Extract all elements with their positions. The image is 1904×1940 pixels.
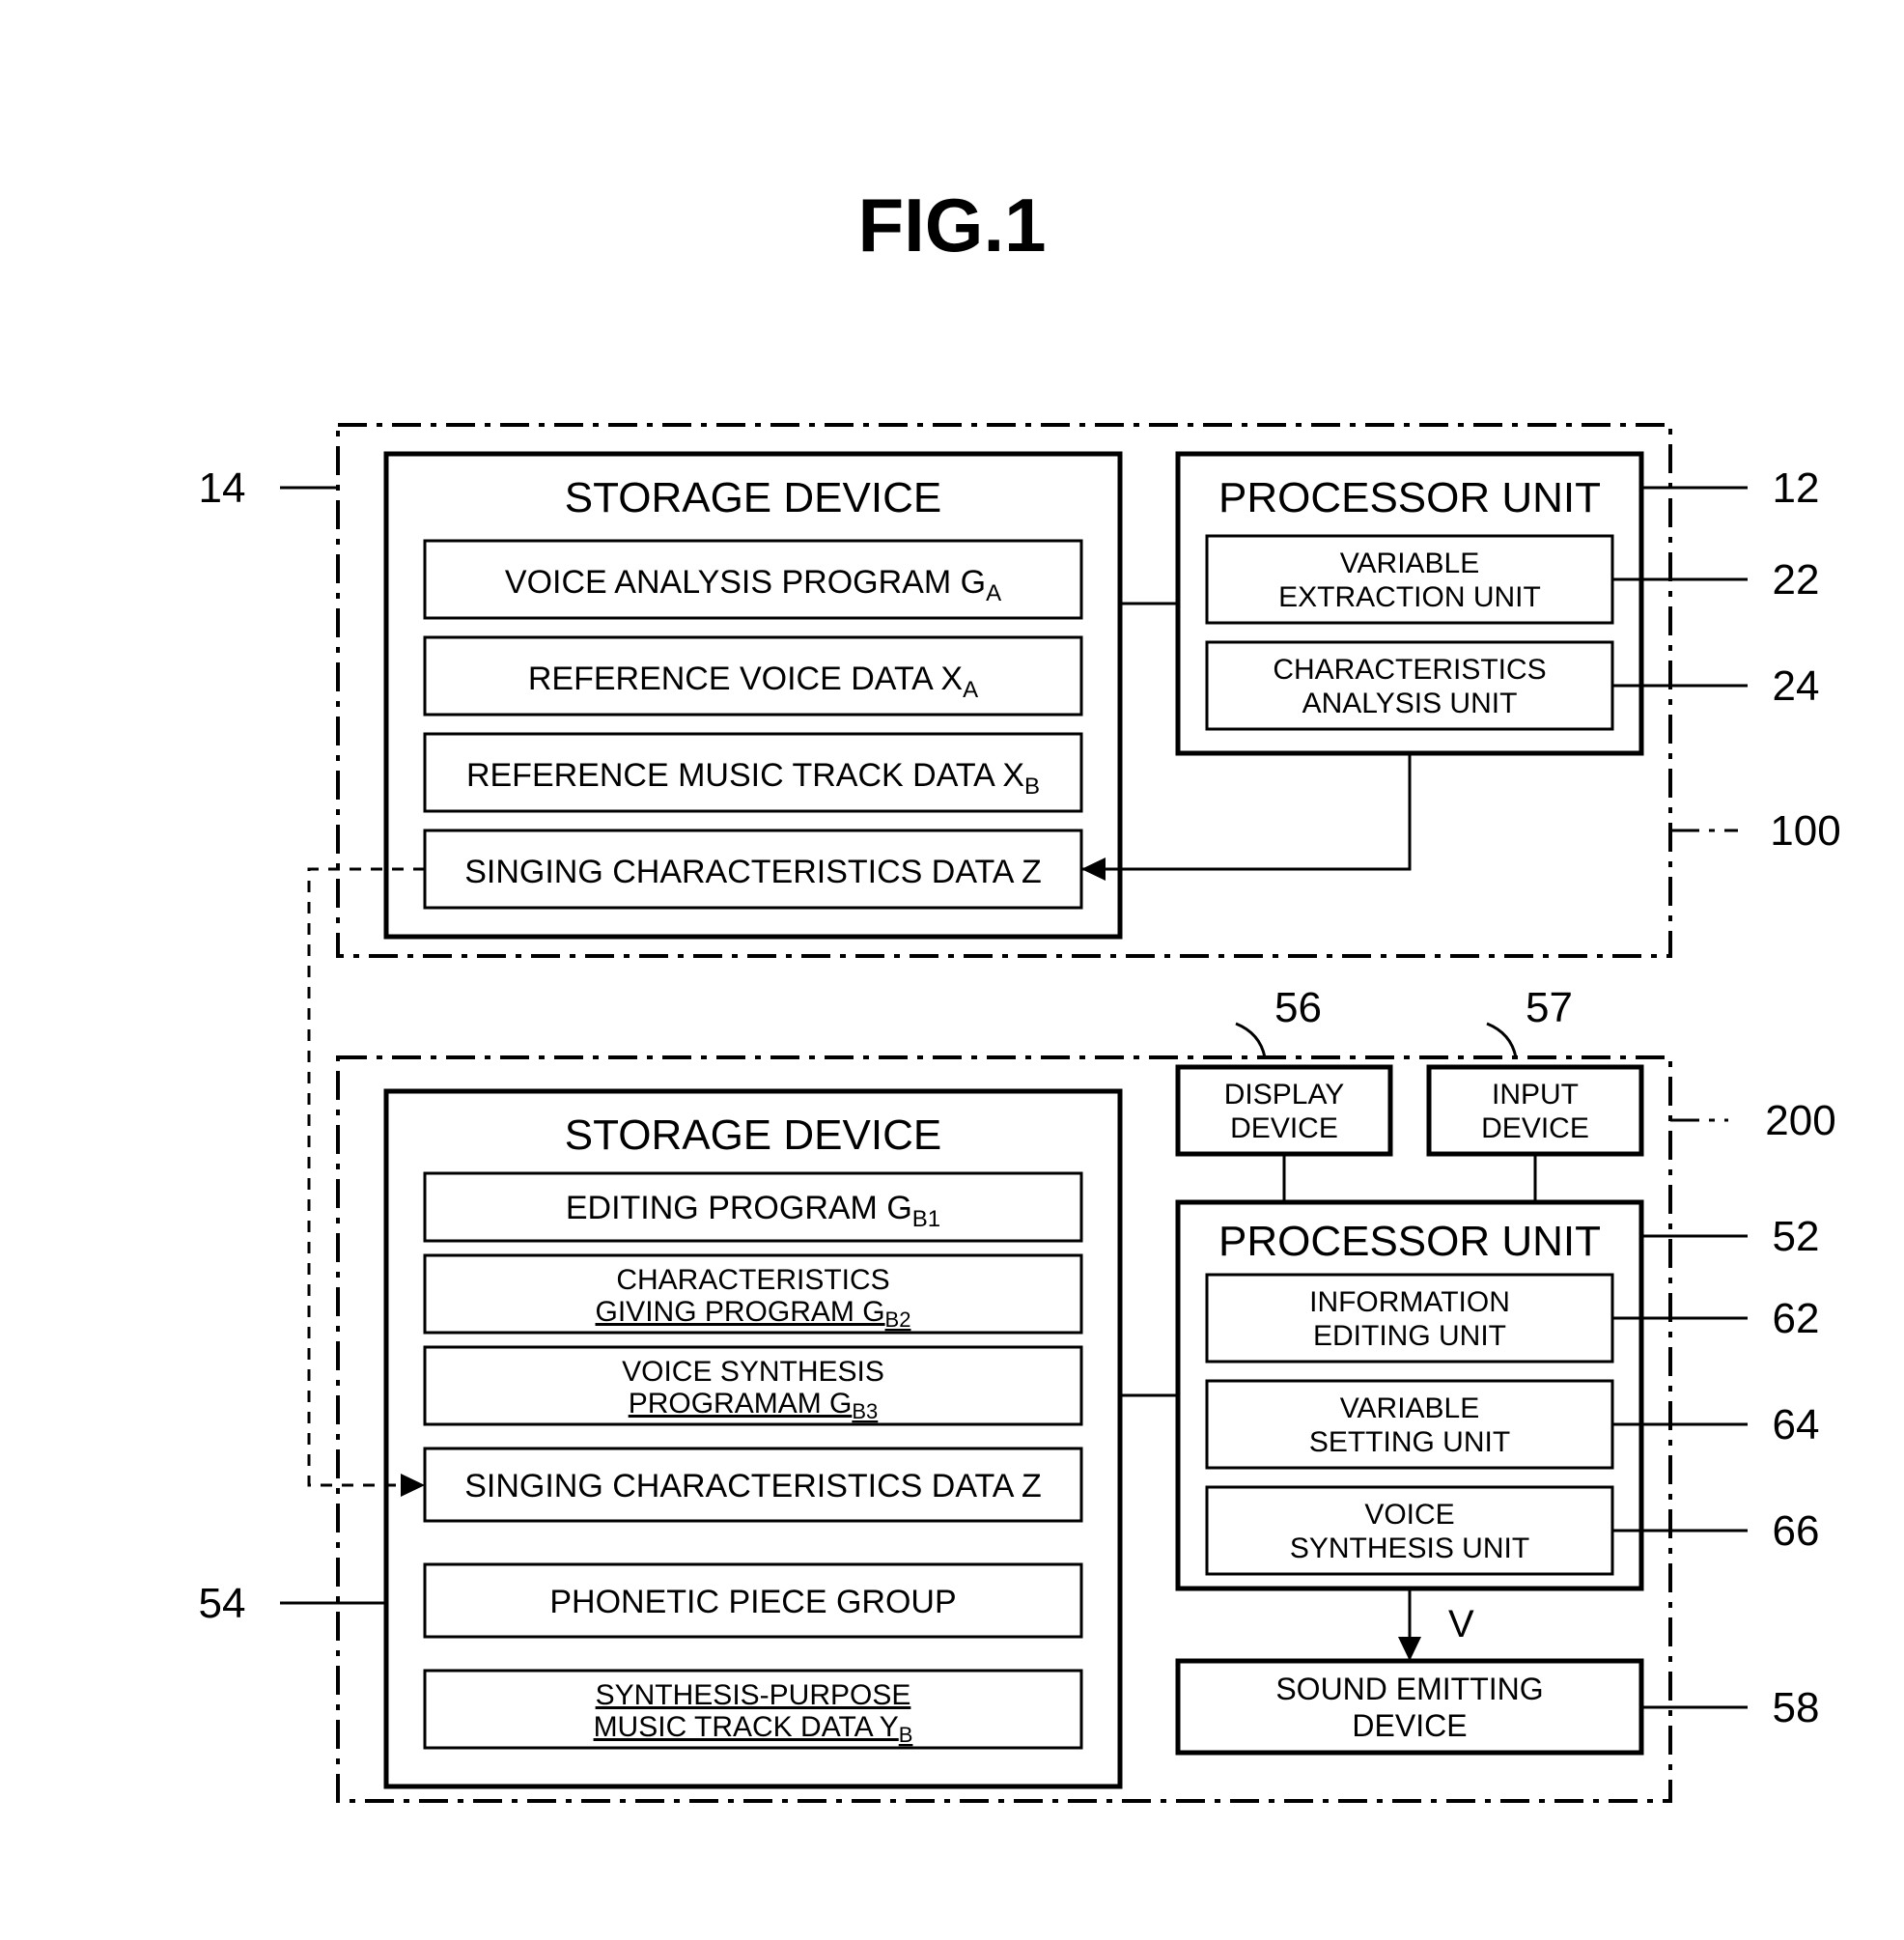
- proc-top-item-0: VARIABLE EXTRACTION UNIT: [1207, 536, 1612, 623]
- sound-device-l1: SOUND EMITTING: [1275, 1672, 1543, 1706]
- callout-62: 62: [1773, 1295, 1820, 1342]
- storage-top-item-2: REFERENCE MUSIC TRACK DATA XB: [425, 734, 1081, 811]
- proc-top-item-0-l2: EXTRACTION UNIT: [1278, 581, 1541, 613]
- storage-bot-item-1-l2: GIVING PROGRAM GB2: [596, 1296, 911, 1332]
- storage-bot-item-4: PHONETIC PIECE GROUP: [425, 1564, 1081, 1637]
- storage-top-item-0-label: VOICE ANALYSIS PROGRAM GA: [505, 564, 1001, 606]
- proc-top-item-1-l1: CHARACTERISTICS: [1273, 654, 1546, 686]
- storage-bot-item-0-label: EDITING PROGRAM GB1: [566, 1190, 940, 1232]
- proc-bot-item-1: VARIABLE SETTING UNIT: [1207, 1381, 1612, 1468]
- storage-bot-item-5-l2: MUSIC TRACK DATA YB: [594, 1711, 913, 1747]
- callout-58: 58: [1773, 1684, 1820, 1731]
- callout-66: 66: [1773, 1507, 1820, 1555]
- arrowhead-to-singing-top: [1081, 858, 1106, 881]
- leader-57: [1487, 1024, 1516, 1057]
- processor-unit-top: PROCESSOR UNIT VARIABLE EXTRACTION UNIT …: [1178, 454, 1641, 753]
- proc-top-item-1: CHARACTERISTICS ANALYSIS UNIT: [1207, 642, 1612, 729]
- processor-unit-bottom-title: PROCESSOR UNIT: [1218, 1218, 1601, 1265]
- proc-bot-item-0-l2: EDITING UNIT: [1313, 1320, 1506, 1352]
- display-device-l2: DEVICE: [1230, 1112, 1338, 1144]
- proc-bot-item-0-l1: INFORMATION: [1309, 1286, 1510, 1318]
- storage-bot-item-1-l1: CHARACTERISTICS: [616, 1264, 889, 1296]
- storage-bot-item-2-l1: VOICE SYNTHESIS: [622, 1356, 884, 1388]
- processor-unit-bottom: PROCESSOR UNIT INFORMATION EDITING UNIT …: [1178, 1202, 1641, 1589]
- proc-bot-item-1-l2: SETTING UNIT: [1309, 1426, 1510, 1458]
- proc-bot-item-2: VOICE SYNTHESIS UNIT: [1207, 1487, 1612, 1574]
- callout-24: 24: [1773, 662, 1820, 710]
- proc-bot-item-1-l1: VARIABLE: [1340, 1392, 1480, 1424]
- callout-64: 64: [1773, 1401, 1820, 1448]
- proc-top-item-0-l1: VARIABLE: [1340, 548, 1480, 579]
- proc-top-item-1-l2: ANALYSIS UNIT: [1302, 688, 1518, 719]
- display-device-l1: DISPLAY: [1224, 1079, 1345, 1111]
- callout-200: 200: [1765, 1097, 1835, 1144]
- storage-bot-item-0: EDITING PROGRAM GB1: [425, 1173, 1081, 1241]
- storage-top-item-2-label: REFERENCE MUSIC TRACK DATA XB: [466, 757, 1040, 800]
- callout-56: 56: [1274, 984, 1322, 1031]
- callout-22: 22: [1773, 556, 1820, 604]
- v-label: V: [1448, 1603, 1474, 1645]
- arrowhead-to-sound: [1398, 1637, 1421, 1661]
- sound-emitting-device: SOUND EMITTING DEVICE: [1178, 1661, 1641, 1753]
- storage-bot-item-1: CHARACTERISTICS GIVING PROGRAM GB2: [425, 1255, 1081, 1333]
- proc-bot-item-2-l2: SYNTHESIS UNIT: [1290, 1532, 1529, 1564]
- storage-bot-item-3-label: SINGING CHARACTERISTICS DATA Z: [464, 1468, 1042, 1504]
- processor-unit-top-title: PROCESSOR UNIT: [1218, 474, 1601, 521]
- callout-12: 12: [1773, 464, 1820, 512]
- display-device: DISPLAY DEVICE: [1178, 1067, 1390, 1154]
- storage-device-top-title: STORAGE DEVICE: [565, 474, 941, 521]
- storage-top-item-0: VOICE ANALYSIS PROGRAM GA: [425, 541, 1081, 618]
- storage-bot-item-5-l1: SYNTHESIS-PURPOSE: [596, 1679, 911, 1711]
- input-device-l2: DEVICE: [1481, 1112, 1589, 1144]
- sound-device-l2: DEVICE: [1352, 1708, 1467, 1743]
- storage-top-item-1-label: REFERENCE VOICE DATA XA: [528, 661, 978, 703]
- figure-1-diagram: FIG.1 STORAGE DEVICE VOICE ANALYSIS PROG…: [0, 0, 1904, 1940]
- callout-100: 100: [1770, 807, 1840, 855]
- callout-54: 54: [199, 1580, 246, 1627]
- storage-bot-item-5: SYNTHESIS-PURPOSE MUSIC TRACK DATA YB: [425, 1671, 1081, 1748]
- proc-bot-item-2-l1: VOICE: [1364, 1499, 1454, 1531]
- storage-device-bottom-title: STORAGE DEVICE: [565, 1111, 941, 1159]
- figure-title: FIG.1: [857, 183, 1046, 267]
- storage-device-bottom: STORAGE DEVICE EDITING PROGRAM GB1 CHARA…: [386, 1091, 1120, 1786]
- storage-top-item-3-label: SINGING CHARACTERISTICS DATA Z: [464, 854, 1042, 890]
- input-device-l1: INPUT: [1492, 1079, 1579, 1111]
- storage-bot-item-2-l2: PROGRAMAM GB3: [629, 1388, 879, 1423]
- storage-device-top: STORAGE DEVICE VOICE ANALYSIS PROGRAM GA…: [386, 454, 1120, 937]
- input-device: INPUT DEVICE: [1429, 1067, 1641, 1154]
- data-path-singing-characteristics: [309, 869, 425, 1485]
- storage-bot-item-4-label: PHONETIC PIECE GROUP: [549, 1584, 956, 1620]
- storage-top-item-3: SINGING CHARACTERISTICS DATA Z: [425, 830, 1081, 908]
- arrowhead-data-path: [401, 1474, 425, 1497]
- callout-57: 57: [1526, 984, 1573, 1031]
- proc-bot-item-0: INFORMATION EDITING UNIT: [1207, 1275, 1612, 1362]
- storage-bot-item-3: SINGING CHARACTERISTICS DATA Z: [425, 1448, 1081, 1521]
- storage-top-item-1: REFERENCE VOICE DATA XA: [425, 637, 1081, 715]
- callout-14: 14: [199, 464, 246, 512]
- connector-proc-to-singing-top: [1081, 753, 1410, 869]
- leader-56: [1236, 1024, 1265, 1057]
- callout-52: 52: [1773, 1213, 1820, 1260]
- storage-bot-item-2: VOICE SYNTHESIS PROGRAMAM GB3: [425, 1347, 1081, 1424]
